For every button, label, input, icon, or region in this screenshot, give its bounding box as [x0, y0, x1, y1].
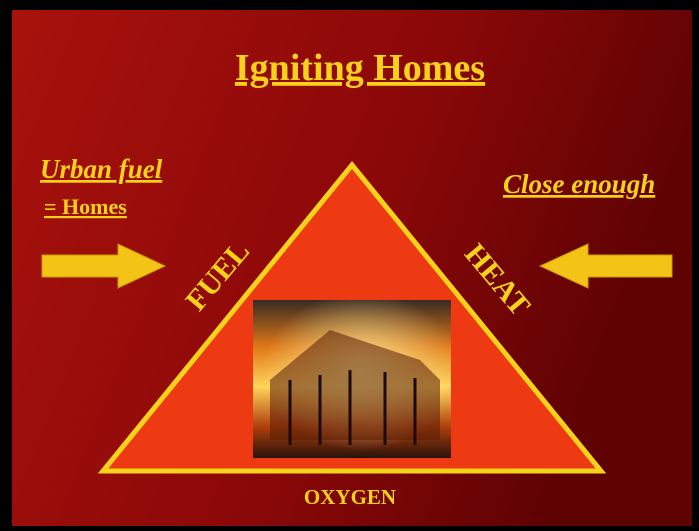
right-label: Close enough [503, 169, 655, 199]
burning-house-photo [253, 300, 451, 458]
slide: Igniting Homes Urban fuel = Homes Close … [0, 0, 699, 531]
triangle-base: OXYGEN [304, 485, 396, 509]
left-label: Urban fuel [40, 154, 163, 184]
title: Igniting Homes [235, 47, 485, 89]
left-sublabel: = Homes [44, 194, 127, 219]
